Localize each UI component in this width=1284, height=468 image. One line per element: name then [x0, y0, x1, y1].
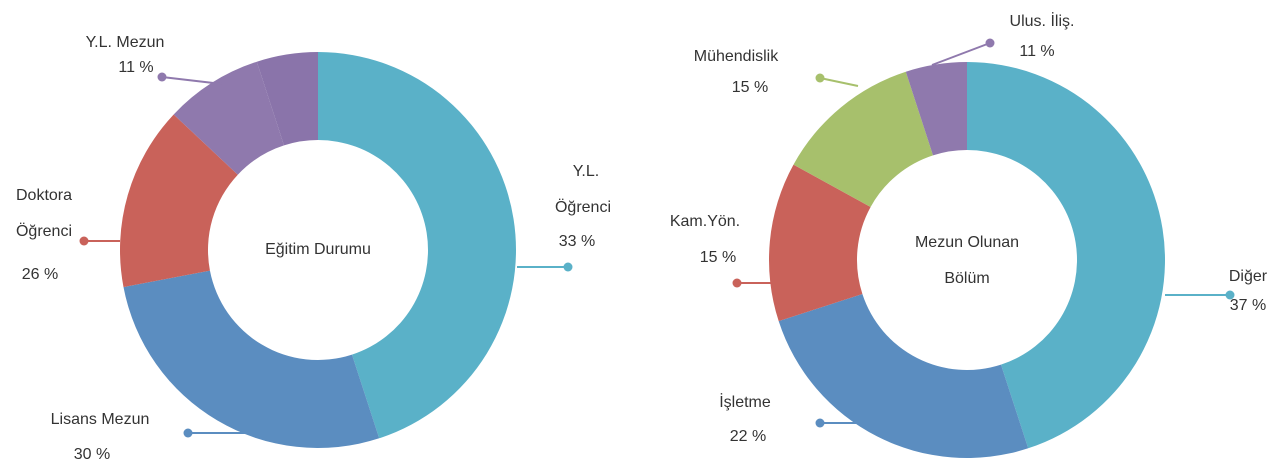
slice-percent: 26 %	[22, 266, 58, 283]
leader-dot	[815, 418, 825, 428]
slice-label: Doktora	[16, 187, 72, 204]
donut-slice	[318, 52, 517, 439]
leader-line	[161, 76, 223, 85]
donut-slice	[967, 62, 1166, 449]
donut-slice	[173, 61, 285, 175]
leader-dot	[1225, 290, 1235, 300]
slice-percent: 15 %	[732, 79, 768, 96]
slice-percent: 22 %	[730, 428, 766, 445]
slice-label: Öğrenci	[555, 198, 611, 216]
slice-percent: 11 %	[118, 59, 153, 76]
slice-percent: 33 %	[559, 233, 595, 250]
chart-title: Eğitim Durumu	[265, 241, 371, 258]
leader-dot	[563, 262, 573, 272]
slice-label: Lisans Mezun	[51, 411, 150, 428]
leader-dot	[183, 428, 193, 438]
leader-line	[931, 42, 991, 66]
donut-slice	[793, 71, 934, 208]
leader-dot	[985, 38, 995, 48]
leader-dot	[815, 73, 825, 83]
chart-title: Bölüm	[944, 270, 989, 287]
slice-label: Diğer	[1229, 268, 1268, 285]
chart-title: Mezun Olunan	[915, 234, 1019, 251]
donut-slice	[256, 52, 318, 146]
slice-percent: 11 %	[1019, 43, 1054, 60]
donut-slice	[769, 164, 871, 322]
leader-line	[819, 77, 859, 87]
leader-dot	[157, 72, 167, 82]
slice-label: Mühendislik	[694, 48, 779, 65]
leader-dot	[732, 278, 742, 288]
slice-percent: 30 %	[74, 446, 110, 463]
slice-percent: 37 %	[1230, 297, 1266, 314]
slice-label: Y.L.	[573, 163, 599, 180]
slice-percent: 15 %	[700, 249, 736, 266]
slice-label: Öğrenci	[16, 222, 72, 240]
leader-dot	[79, 236, 89, 246]
donut-slice	[123, 270, 380, 448]
slice-label: Kam.Yön.	[670, 213, 740, 230]
donut-slice	[905, 62, 967, 156]
slice-label: Ulus. İliş.	[1010, 11, 1075, 30]
donut-slice	[778, 293, 1029, 459]
donut-slice	[119, 114, 238, 288]
slice-label: İşletme	[719, 392, 771, 411]
slice-label: Y.L. Mezun	[86, 34, 165, 51]
